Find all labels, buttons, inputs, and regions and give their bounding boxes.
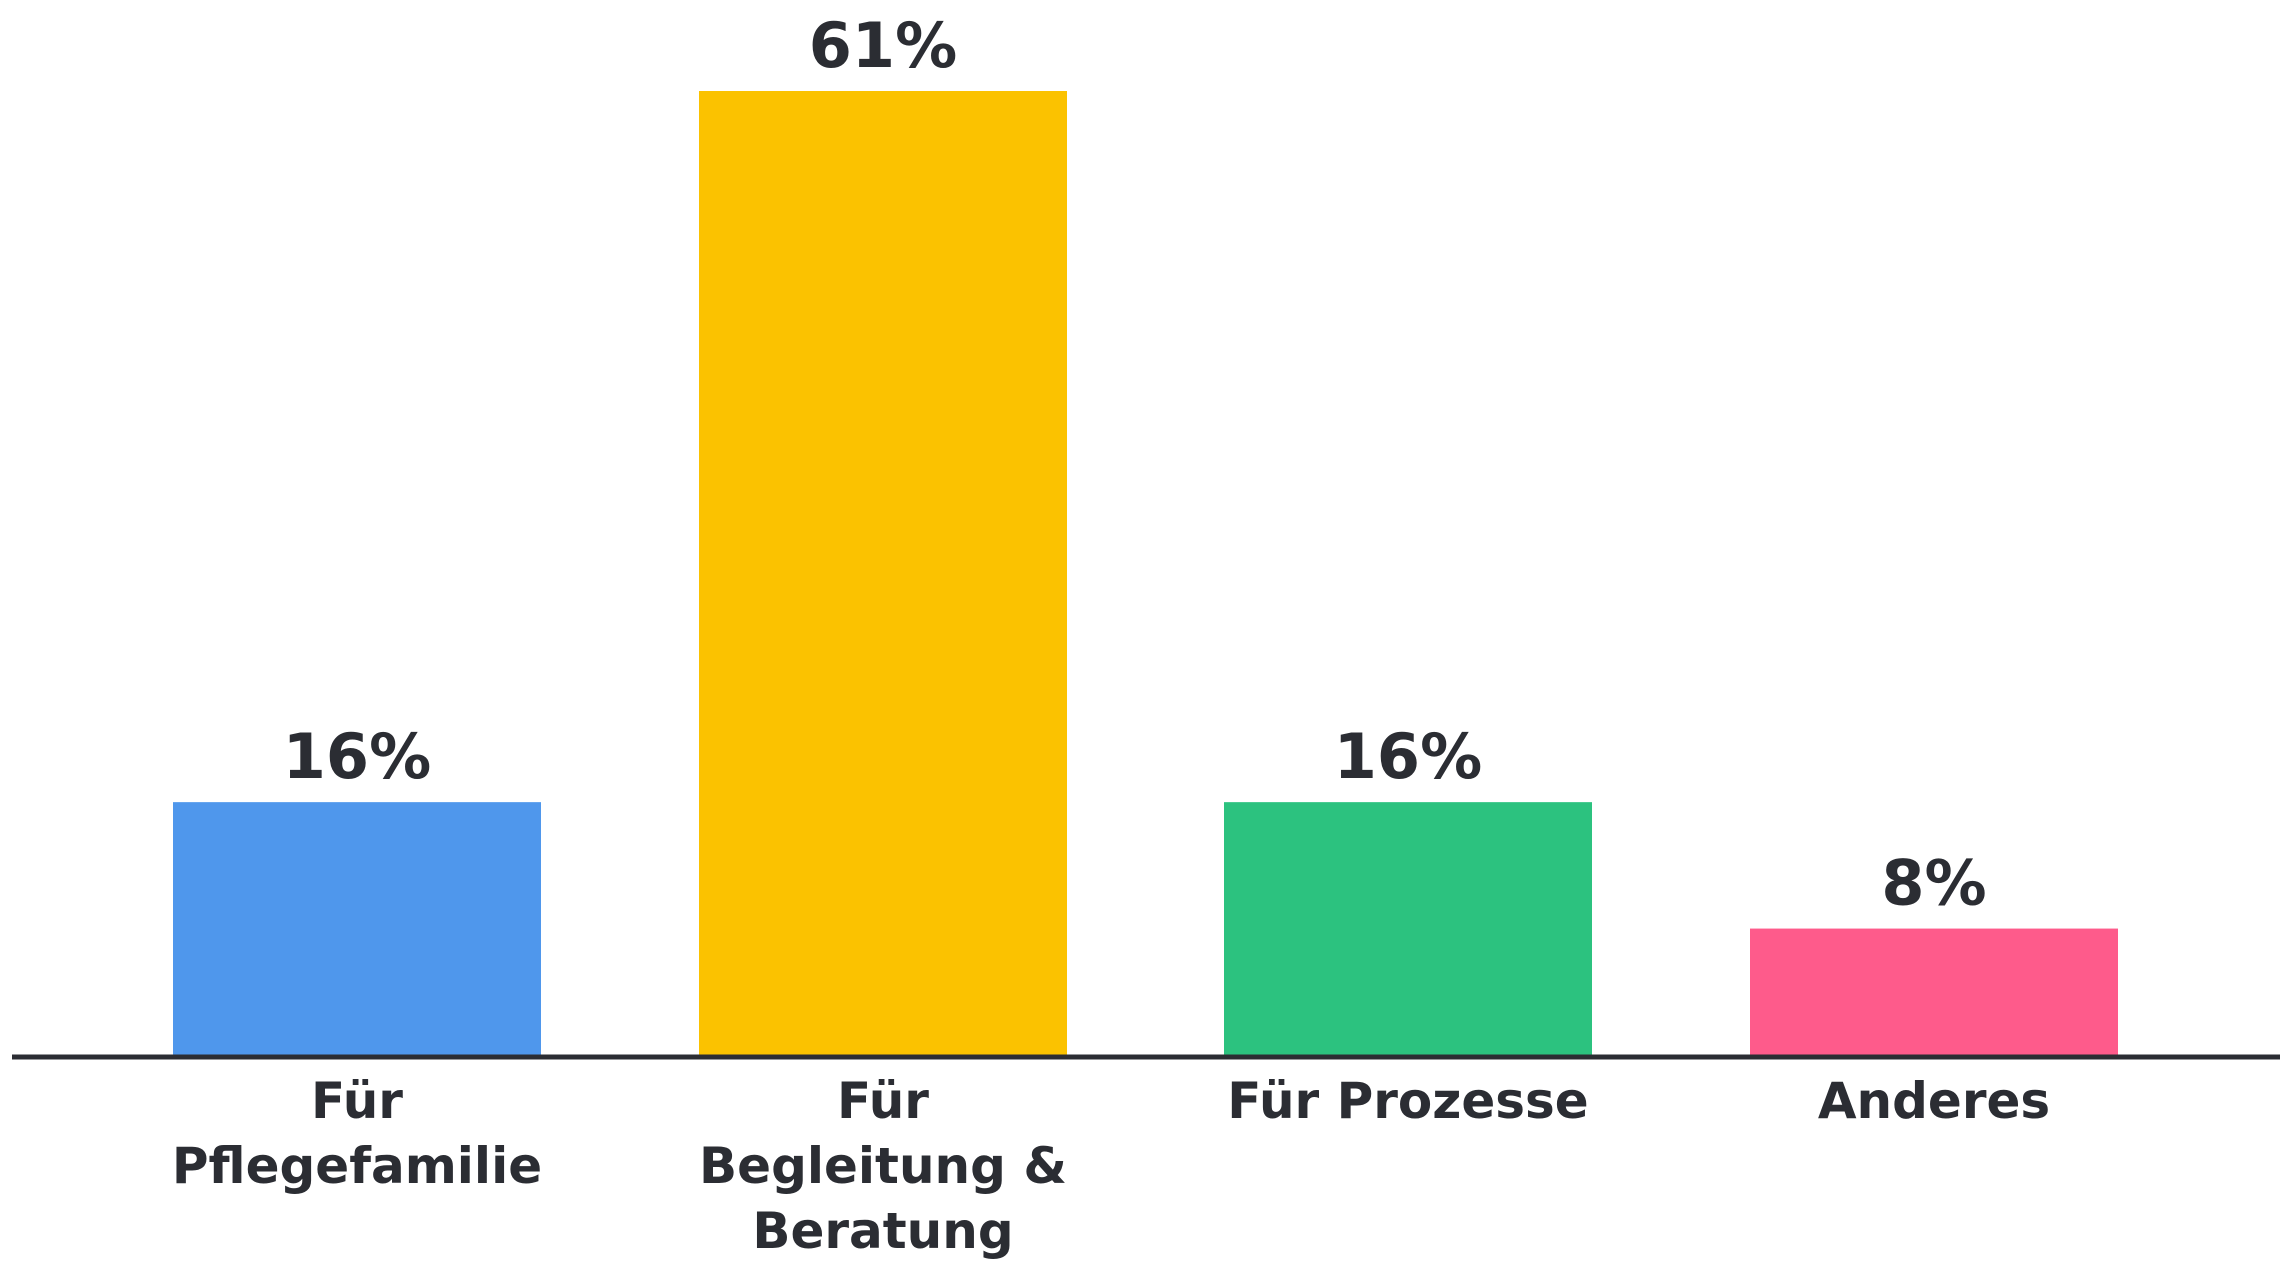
data-label-3: 16% [1334,720,1482,793]
bar-4 [1750,928,2118,1055]
data-label-2: 61% [809,9,957,82]
x-tick-label-2-line-1: Für [837,1072,929,1130]
x-tick-label-3-line-1: Für Prozesse [1227,1072,1588,1130]
x-tick-label-2-line-3: Beratung [752,1202,1013,1260]
data-label-1: 16% [283,720,431,793]
bar-2 [699,91,1067,1055]
x-tick-label-2-line-2: Begleitung & [699,1137,1067,1195]
value-labels-group: 16% 61% 16% 8% [283,9,1987,920]
x-tick-label-1-line-2: Pflegefamilie [172,1137,542,1195]
x-tick-label-1-line-1: Für [311,1072,403,1130]
x-tick-label-4-line-1: Anderes [1818,1072,2050,1130]
category-labels-group: Für Pflegefamilie Für Begleitung & Beratung F… [172,1072,2050,1260]
bar-3 [1224,802,1592,1055]
bar-1 [173,802,541,1055]
data-label-4: 8% [1881,847,1986,920]
bars-group [173,91,2118,1055]
